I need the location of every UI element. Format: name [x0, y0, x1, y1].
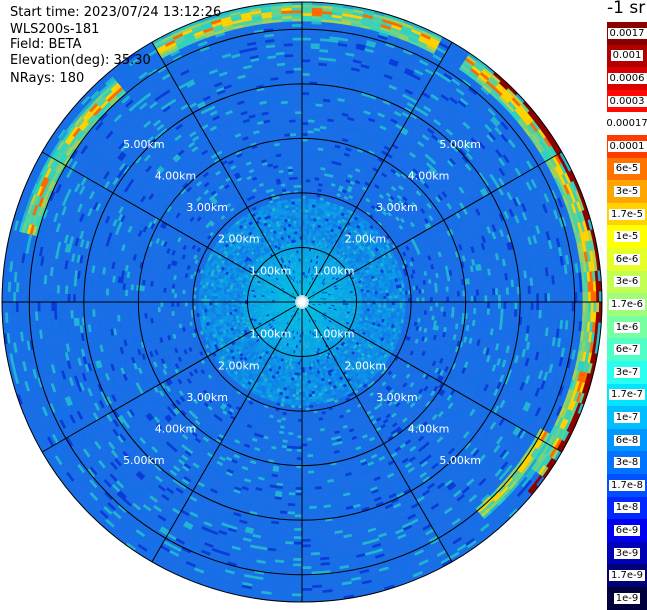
colorbar-cell: 0.0006 — [607, 67, 647, 90]
colorbar-cell: 1.7e-5 — [607, 203, 647, 226]
colorbar-tick-label: 6e-6 — [614, 254, 641, 265]
colorbar-tick-label: 1e-5 — [614, 231, 641, 242]
range-ring-label: 3.00km — [186, 201, 228, 214]
colorbar-cell: 6e-7 — [607, 338, 647, 361]
colorbar-tick-label: 1e-8 — [614, 502, 641, 513]
colorbar-cell: 1e-9 — [607, 587, 647, 610]
range-ring-label: 1.00km — [313, 264, 355, 277]
range-ring-label: 4.00km — [408, 169, 450, 182]
range-ring-label: 1.00km — [250, 328, 292, 341]
range-ring-label: 3.00km — [186, 391, 228, 404]
colorbar-cell: 1.7e-9 — [607, 564, 647, 587]
colorbar: 0.0017 0.001 0.0006 0.0003 0.00017 0.0001 6e-5… — [607, 22, 647, 610]
start-time-label: Start time: 2023/07/24 13:12:26 — [10, 5, 221, 20]
range-ring-label: 3.00km — [376, 391, 418, 404]
range-ring-label: 4.00km — [155, 169, 197, 182]
range-ring-label: 5.00km — [439, 138, 481, 151]
colorbar-cell: 3e-7 — [607, 361, 647, 384]
colorbar-tick-label: 3e-8 — [614, 457, 641, 468]
colorbar-tick-label: 0.0017 — [608, 28, 647, 39]
colorbar-cell: 3e-9 — [607, 542, 647, 565]
range-ring-label: 4.00km — [155, 423, 197, 436]
colorbar-cell: 6e-6 — [607, 248, 647, 271]
colorbar-tick-label: 1e-9 — [614, 593, 641, 604]
colorbar-tick-label: 0.0006 — [608, 73, 647, 84]
elevation-label: Elevation(deg): 35.30 — [10, 53, 151, 68]
range-ring-label: 5.00km — [439, 454, 481, 467]
range-ring-label: 2.00km — [218, 233, 260, 246]
colorbar-cell: 1e-5 — [607, 225, 647, 248]
colorbar-cell: 0.0017 — [607, 22, 647, 45]
device-label: WLS200s-181 — [10, 22, 99, 37]
colorbar-cell: 1e-7 — [607, 406, 647, 429]
colorbar-tick-label: 6e-9 — [614, 525, 641, 536]
colorbar-tick-label: 3e-5 — [614, 186, 641, 197]
colorbar-tick-label: 3e-6 — [614, 276, 641, 287]
colorbar-cell: 6e-9 — [607, 519, 647, 542]
colorbar-unit-label: -1 sr — [607, 0, 645, 18]
field-label: Field: BETA — [10, 37, 81, 52]
colorbar-tick-label: 0.0001 — [608, 141, 647, 152]
colorbar-tick-label: 1.7e-7 — [609, 389, 645, 400]
colorbar-cell: 1.7e-8 — [607, 474, 647, 497]
colorbar-cell: 1.7e-7 — [607, 384, 647, 407]
range-ring-label: 2.00km — [344, 359, 386, 372]
colorbar-tick-label: 6e-8 — [614, 435, 641, 446]
colorbar-cell: 3e-8 — [607, 451, 647, 474]
colorbar-tick-label: 1.7e-8 — [609, 480, 645, 491]
colorbar-tick-label: 0.0003 — [608, 96, 647, 107]
colorbar-cell: 3e-6 — [607, 271, 647, 294]
range-ring-label: 2.00km — [344, 233, 386, 246]
colorbar-cell: 6e-8 — [607, 429, 647, 452]
colorbar-tick-label: 6e-7 — [614, 344, 641, 355]
nrays-label: NRays: 180 — [10, 71, 84, 86]
colorbar-cell: 6e-5 — [607, 158, 647, 181]
colorbar-tick-label: 0.001 — [611, 50, 644, 61]
colorbar-cell: 0.0001 — [607, 135, 647, 158]
colorbar-tick-label: 0.00017 — [604, 118, 647, 129]
colorbar-cell: 0.001 — [607, 45, 647, 68]
colorbar-tick-label: 1.7e-6 — [609, 299, 645, 310]
colorbar-tick-label: 1e-7 — [614, 412, 641, 423]
polar-beta-plot: 1.00km 1.00km 1.00km 1.00km 2.00km 2.00km 2.00… — [0, 0, 605, 607]
range-ring-label: 5.00km — [123, 454, 165, 467]
colorbar-cell: 3e-5 — [607, 180, 647, 203]
range-ring-label: 4.00km — [408, 423, 450, 436]
colorbar-tick-label: 1.7e-9 — [609, 570, 645, 581]
colorbar-cell: 0.0003 — [607, 90, 647, 113]
range-ring-label: 1.00km — [313, 328, 355, 341]
colorbar-cell: 1.7e-6 — [607, 293, 647, 316]
colorbar-tick-label: 3e-7 — [614, 367, 641, 378]
colorbar-cell: 1e-8 — [607, 497, 647, 520]
colorbar-tick-label: 1e-6 — [614, 322, 641, 333]
colorbar-cell: 0.00017 — [607, 112, 647, 135]
range-ring-label: 3.00km — [376, 201, 418, 214]
range-ring-label: 1.00km — [250, 264, 292, 277]
colorbar-tick-label: 1.7e-5 — [609, 209, 645, 220]
colorbar-cell: 1e-6 — [607, 316, 647, 339]
range-ring-label: 5.00km — [123, 138, 165, 151]
colorbar-tick-label: 3e-9 — [614, 548, 641, 559]
colorbar-tick-label: 6e-5 — [614, 163, 641, 174]
range-ring-label: 2.00km — [218, 359, 260, 372]
